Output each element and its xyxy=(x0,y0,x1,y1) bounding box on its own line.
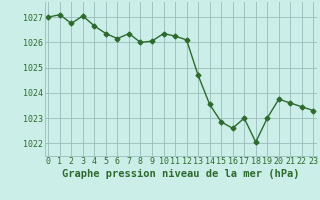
X-axis label: Graphe pression niveau de la mer (hPa): Graphe pression niveau de la mer (hPa) xyxy=(62,169,300,179)
